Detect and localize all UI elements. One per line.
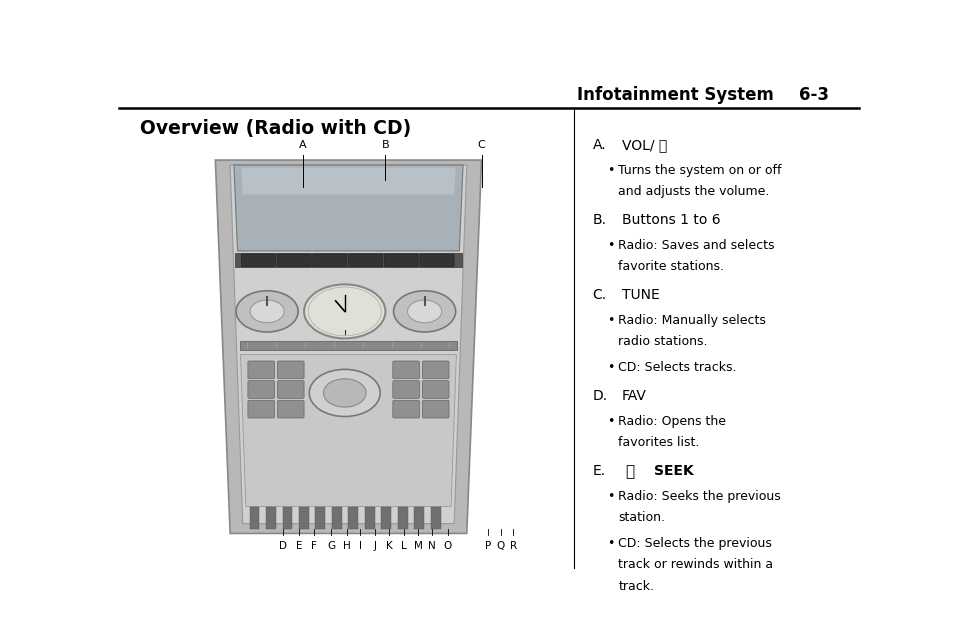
Circle shape [394, 291, 456, 332]
FancyBboxPatch shape [393, 361, 419, 379]
Circle shape [407, 300, 441, 323]
Text: C: C [477, 140, 485, 150]
FancyBboxPatch shape [431, 507, 440, 528]
Text: D: D [279, 541, 287, 551]
Text: E.: E. [592, 464, 605, 478]
FancyBboxPatch shape [248, 361, 274, 379]
Text: TUNE: TUNE [621, 288, 659, 302]
Text: •: • [606, 163, 614, 177]
Text: and adjusts the volume.: and adjusts the volume. [618, 185, 769, 198]
Text: Radio: Seeks the previous: Radio: Seeks the previous [618, 490, 781, 503]
Text: R: R [509, 541, 517, 551]
Text: 6-3: 6-3 [799, 86, 828, 104]
FancyBboxPatch shape [393, 400, 419, 418]
FancyBboxPatch shape [250, 507, 259, 528]
Text: Radio: Saves and selects: Radio: Saves and selects [618, 239, 774, 251]
FancyBboxPatch shape [348, 507, 358, 528]
Text: Infotainment System: Infotainment System [577, 86, 773, 104]
Circle shape [323, 379, 366, 407]
Text: •: • [606, 490, 614, 503]
FancyBboxPatch shape [348, 254, 382, 267]
Text: B: B [381, 140, 389, 150]
FancyBboxPatch shape [414, 507, 424, 528]
Text: •: • [606, 415, 614, 427]
Text: SEEK: SEEK [653, 464, 693, 478]
Text: K: K [385, 541, 392, 551]
FancyBboxPatch shape [422, 361, 449, 379]
Polygon shape [241, 167, 456, 195]
Circle shape [304, 285, 385, 338]
Polygon shape [240, 355, 456, 507]
FancyBboxPatch shape [248, 381, 274, 398]
Text: favorite stations.: favorite stations. [618, 260, 723, 273]
FancyBboxPatch shape [277, 361, 304, 379]
Text: station.: station. [618, 511, 664, 524]
Text: J: J [374, 541, 376, 551]
Polygon shape [230, 165, 466, 524]
Circle shape [235, 291, 298, 332]
Text: N: N [428, 541, 436, 551]
FancyBboxPatch shape [277, 381, 304, 398]
Text: •: • [606, 314, 614, 327]
Text: P: P [484, 541, 491, 551]
FancyBboxPatch shape [282, 507, 293, 528]
Text: •: • [606, 537, 614, 550]
FancyBboxPatch shape [393, 381, 419, 398]
Text: CD: Selects the previous: CD: Selects the previous [618, 537, 771, 550]
FancyBboxPatch shape [422, 400, 449, 418]
FancyBboxPatch shape [266, 507, 275, 528]
FancyBboxPatch shape [276, 254, 311, 267]
Circle shape [309, 369, 380, 417]
Text: M: M [413, 541, 422, 551]
Text: O: O [443, 541, 451, 551]
Text: B.: B. [592, 213, 606, 227]
FancyBboxPatch shape [235, 253, 461, 267]
Polygon shape [215, 160, 481, 533]
Polygon shape [233, 165, 462, 251]
FancyBboxPatch shape [315, 507, 325, 528]
FancyBboxPatch shape [422, 381, 449, 398]
FancyBboxPatch shape [277, 400, 304, 418]
Text: Radio: Opens the: Radio: Opens the [618, 415, 725, 427]
Text: ⏮: ⏮ [625, 464, 634, 479]
FancyBboxPatch shape [419, 254, 454, 267]
FancyBboxPatch shape [384, 254, 418, 267]
Text: CD: Selects tracks.: CD: Selects tracks. [618, 361, 736, 374]
Text: I: I [358, 541, 361, 551]
Text: H: H [343, 541, 351, 551]
Text: D.: D. [592, 389, 607, 403]
FancyBboxPatch shape [313, 254, 347, 267]
Text: favorites list.: favorites list. [618, 436, 699, 449]
Text: Overview (Radio with CD): Overview (Radio with CD) [140, 119, 411, 138]
Text: Buttons 1 to 6: Buttons 1 to 6 [621, 213, 720, 227]
Text: Turns the system on or off: Turns the system on or off [618, 163, 781, 177]
Circle shape [250, 300, 284, 323]
FancyBboxPatch shape [241, 254, 275, 267]
FancyBboxPatch shape [365, 507, 375, 528]
Text: L: L [400, 541, 406, 551]
FancyBboxPatch shape [397, 507, 407, 528]
Text: track or rewinds within a: track or rewinds within a [618, 558, 773, 572]
Text: •: • [606, 361, 614, 374]
Text: C.: C. [592, 288, 606, 302]
Text: A.: A. [592, 138, 605, 152]
Text: radio stations.: radio stations. [618, 336, 707, 348]
FancyBboxPatch shape [240, 341, 456, 350]
Text: VOL/ ⏻: VOL/ ⏻ [621, 138, 666, 152]
Text: G: G [327, 541, 335, 551]
FancyBboxPatch shape [248, 400, 274, 418]
Text: F: F [311, 541, 316, 551]
Text: A: A [298, 140, 306, 150]
Text: Radio: Manually selects: Radio: Manually selects [618, 314, 765, 327]
Text: FAV: FAV [621, 389, 646, 403]
Text: track.: track. [618, 580, 654, 593]
FancyBboxPatch shape [298, 507, 309, 528]
Text: E: E [295, 541, 302, 551]
Text: •: • [606, 239, 614, 251]
FancyBboxPatch shape [332, 507, 341, 528]
FancyBboxPatch shape [381, 507, 391, 528]
Text: Q: Q [497, 541, 504, 551]
